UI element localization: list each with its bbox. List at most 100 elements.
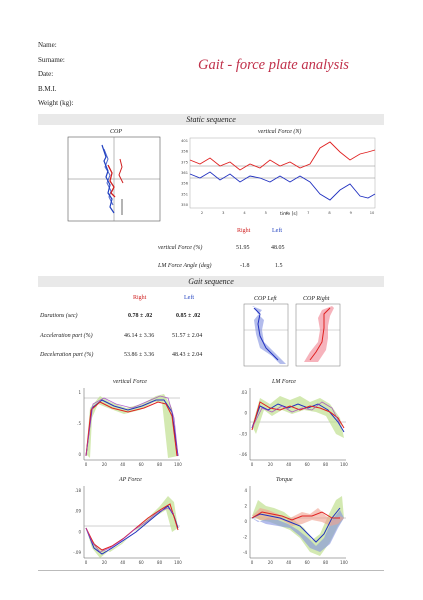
ap-force-chart-xtick: 40 [120,560,126,565]
cop-right-plot [295,303,341,367]
vforce-xtick: 7 [307,211,309,215]
ap-force-chart-ytick: .18 [75,488,82,493]
static-row-right-1: -1.8 [240,263,250,269]
static-sequence-band: Static sequence [38,114,384,125]
ap-force-chart-ytick: 0 [78,529,81,534]
vertical-force-chart-xtick: 0 [85,462,88,467]
lm-force-chart-ytick: -.06 [239,452,247,457]
torque-chart-xtick: 60 [305,560,311,565]
torque-chart-xtick: 40 [286,560,292,565]
vertical-force-chart-ytick: 0 [78,452,81,457]
vforce-ytick: 401 [181,139,188,143]
vforce-ytick: 375 [181,160,188,164]
ap-force-chart-xtick: 80 [157,560,163,565]
ap-force-chart-xtick: 100 [174,560,182,565]
static-row-label-1: LM Force Angle (deg) [158,263,212,269]
gait-row-left-0: 0.85 ± .02 [176,313,201,319]
lm-force-chart-xtick: 0 [251,462,254,467]
weight-label: Weight (kg): [38,99,74,107]
vertical-force-chart-xtick: 100 [174,462,182,467]
ap-force-chart-ytick: .09 [75,509,82,514]
vertical-force-chart-xtick: 40 [120,462,126,467]
footer-rule [38,570,384,571]
vforce-ytick: 350 [181,203,189,207]
gait-row-label-2: Deceleration part (%) [40,352,94,358]
vforce-xtick: 9 [350,211,353,215]
ap-force-chart-xtick: 0 [85,560,88,565]
vforce-static-plot: 401 356 375 361 356 351 350 2 3 4 5 6 7 8 9 10 [181,137,376,215]
vforce-xlabel: time [s] [280,212,298,217]
gait-row-right-0: 0.78 ± .02 [128,313,153,319]
torque-chart-ytick: 2 [244,504,247,509]
static-row-right-0: 51.95 [236,245,250,251]
vertical-force-chart-ytick: 1 [78,390,81,395]
vforce-xtick: 2 [201,211,203,215]
vertical-force-chart-xtick: 80 [157,462,163,467]
vertical-force-title: vertical Force [113,379,147,385]
vertical-force-chart: 1 .5 00 20 40 60 80 100 [77,388,182,467]
cop-left-title: COP Left [254,296,277,302]
torque-chart-xtick: 0 [251,560,254,565]
lm-force-title: LM Force [272,379,296,385]
static-row-left-0: 48.05 [271,245,285,251]
lm-force-chart-ytick: 0 [244,411,247,416]
vforce-xtick: 8 [328,211,331,215]
vertical-force-chart-xtick: 60 [139,462,145,467]
vforce-xtick: 3 [222,211,224,215]
torque-title: Torque [276,477,293,483]
cop-right-title: COP Right [303,296,330,302]
vforce-title: vertical Force (N) [258,129,302,135]
cop-left-plot [243,303,289,367]
torque-chart-ytick: 4 [244,488,247,493]
patient-info: Name: Surname: Date: B.M.I. Weight (kg): [38,42,73,115]
gait-row-right-1: 46.14 ± 3.36 [124,333,155,339]
vforce-xtick: 10 [370,211,375,215]
vforce-xtick: 5 [265,211,267,215]
gait-row-label-1: Acceleration part (%) [40,333,93,339]
torque-chart-xtick: 100 [340,560,348,565]
lm-force-chart-xtick: 60 [305,462,311,467]
date-label: Date: [38,70,54,78]
torque-chart-ytick: -2 [243,535,247,540]
torque-chart-xtick: 20 [268,560,274,565]
gait-row-label-0: Durations (sec) [40,313,78,319]
vforce-ytick: 351 [181,192,188,196]
gait-row-left-2: 48.43 ± 2.04 [172,352,203,358]
ap-force-chart-xtick: 60 [139,560,145,565]
vforce-xtick: 4 [243,211,246,215]
gait-row-right-2: 53.86 ± 3.36 [124,352,155,358]
static-sequence-title: Static sequence [186,115,236,124]
torque-chart-ytick: -4 [243,550,247,555]
cop-static-plot [67,136,161,222]
vforce-ytick: 361 [181,171,188,175]
vforce-xtick: 6 [286,211,289,215]
bmi-label: B.M.I. [38,84,57,93]
torque-chart-xtick: 80 [323,560,329,565]
cop-title: COP [110,129,122,135]
static-row-left-1: 1.5 [275,263,283,269]
lm-force-chart-xtick: 40 [286,462,292,467]
gait-sequence-title: Gait sequence [188,277,234,286]
vertical-force-chart-ytick: .5 [77,421,81,426]
static-col-right: Right [237,228,251,234]
lm-force-chart-ytick: .03 [241,390,248,395]
ap-force-chart-ytick: -.09 [73,550,81,555]
lm-force-chart-xtick: 80 [323,462,329,467]
lm-force-chart-xtick: 20 [268,462,274,467]
ap-force-title: AP Force [119,477,142,483]
report-title: Gait - force plate analysis [198,57,349,73]
lm-force-chart-xtick: 100 [340,462,348,467]
name-label: Name: [38,41,57,49]
gait-sequence-band: Gait sequence [38,276,384,287]
vertical-force-chart-xtick: 20 [102,462,108,467]
static-row-label-0: vertical Force (%) [158,245,203,251]
vforce-ytick: 356 [181,182,189,186]
gait-row-left-1: 51.57 ± 2.04 [172,333,203,339]
vforce-ytick: 356 [181,150,189,154]
ap-force-chart: .18 .09 0 -.09 0 20 40 60 80 100 [73,486,182,565]
gait-col-right: Right [133,295,147,301]
ap-force-chart-xtick: 20 [102,560,108,565]
static-col-left: Left [272,228,282,234]
lm-force-chart-ytick: -.03 [239,431,247,436]
surname-label: Surname: [38,55,65,64]
